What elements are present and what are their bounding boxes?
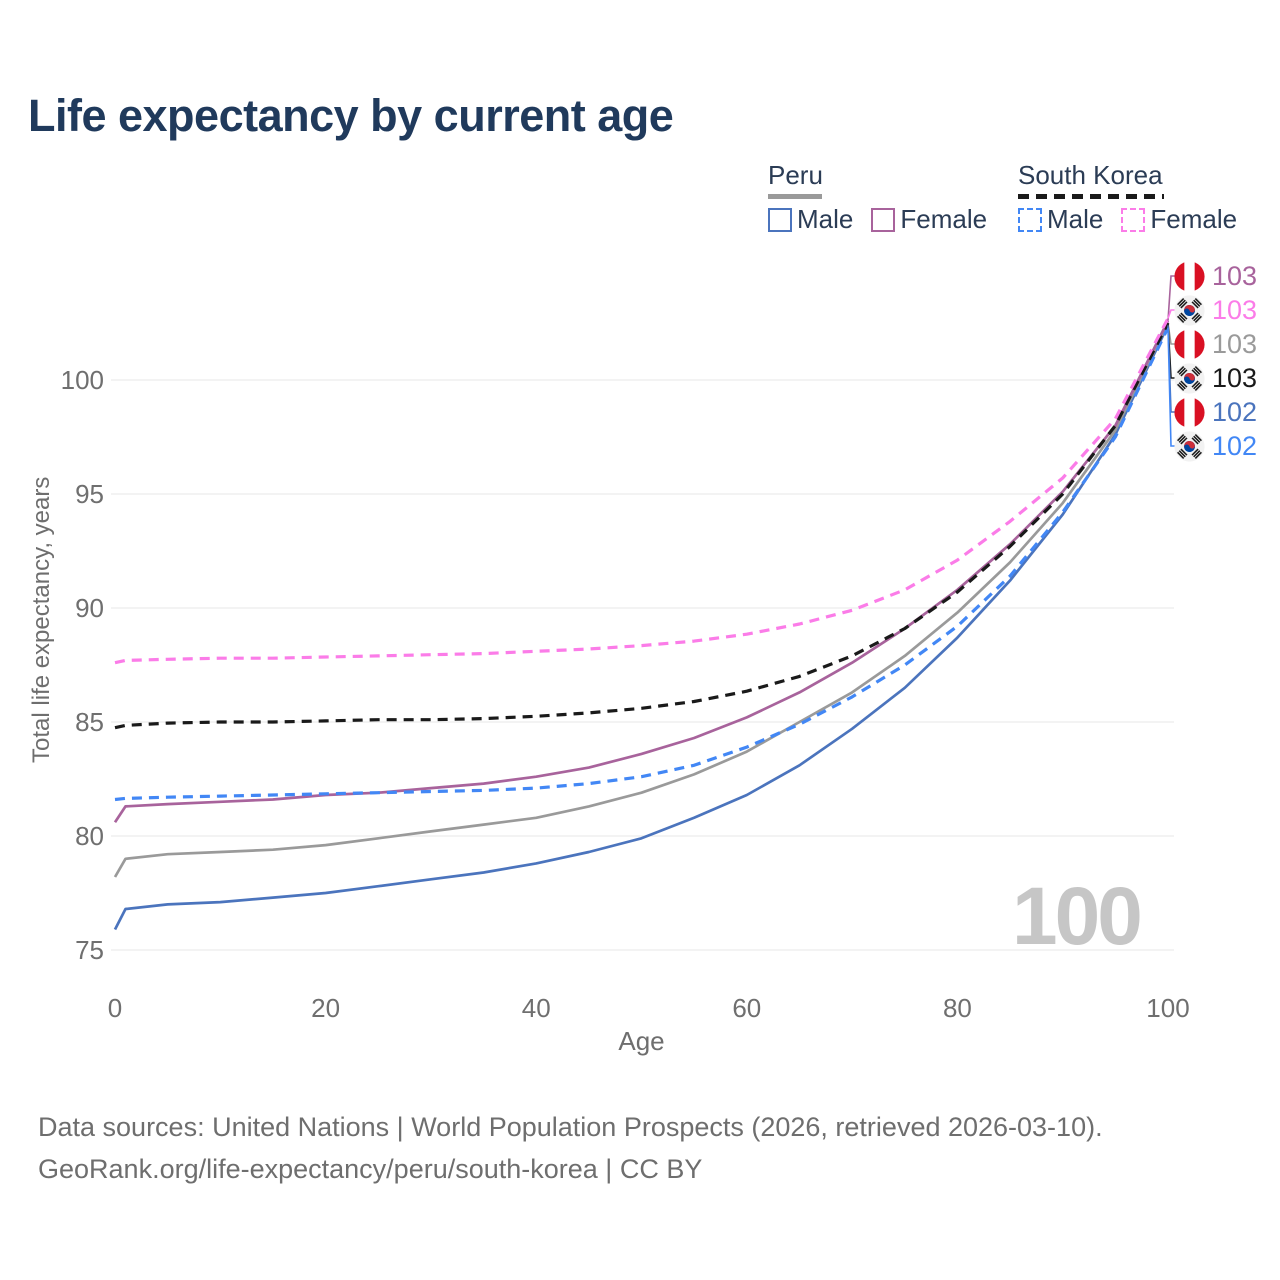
y-tick-label: 95: [75, 479, 104, 509]
south-korea-male-swatch: [1018, 207, 1042, 232]
legend-items-peru: Male Female: [768, 204, 987, 235]
x-tick-label: 80: [943, 993, 972, 1023]
y-tick-label: 90: [75, 593, 104, 623]
legend-item-south-korea-female[interactable]: Female: [1121, 204, 1237, 235]
legend-item-peru-female[interactable]: Female: [871, 204, 987, 235]
age-counter-watermark: 100: [1012, 871, 1143, 962]
footer: Data sources: United Nations | World Pop…: [38, 1106, 1103, 1190]
legend-group-south-korea: South Korea: [1018, 160, 1164, 199]
end-label-connector: [1167, 309, 1176, 319]
x-tick-label: 100: [1146, 993, 1189, 1023]
legend-item-label: Male: [1047, 204, 1104, 234]
end-label-connector: [1167, 275, 1176, 321]
legend-item-south-korea-male[interactable]: Male: [1018, 204, 1103, 235]
legend-item-label: Female: [900, 204, 988, 234]
legend-item-peru-male[interactable]: Male: [768, 204, 853, 235]
series-line-sk_female[interactable]: [114, 317, 1170, 665]
y-axis-ticks: 75 80 85 90 95 100: [61, 365, 104, 965]
gridlines: [111, 379, 1174, 951]
legend-peru-label: Peru: [768, 160, 823, 190]
x-tick-label: 0: [108, 993, 122, 1023]
legend-item-label: Male: [797, 204, 854, 234]
series-lines: [113, 317, 1170, 931]
series-line-peru_all[interactable]: [113, 322, 1170, 878]
footer-attribution: GeoRank.org/life-expectancy/peru/south-k…: [38, 1154, 703, 1184]
y-tick-label: 80: [75, 821, 104, 851]
legend: Peru South Korea Male Female Male: [0, 160, 1280, 240]
x-axis-ticks: 0 20 40 60 80 100: [108, 993, 1190, 1023]
page-title: Life expectancy by current age: [28, 90, 674, 141]
end-label-connectors: [1167, 275, 1176, 447]
x-axis-title: Age: [618, 1026, 664, 1056]
peru-male-swatch: [768, 207, 792, 232]
y-tick-label: 85: [75, 707, 104, 737]
series-line-peru_female[interactable]: [113, 320, 1170, 824]
x-tick-label: 20: [311, 993, 340, 1023]
series-line-sk_male[interactable]: [114, 326, 1170, 802]
peru-line-swatch: [768, 194, 822, 199]
south-korea-line-swatch: [1018, 194, 1164, 199]
series-line-sk_all[interactable]: [114, 322, 1170, 730]
y-tick-label: 75: [75, 935, 104, 965]
end-label-connector: [1167, 327, 1176, 447]
legend-south-korea-label: South Korea: [1018, 160, 1163, 190]
south-korea-female-swatch: [1121, 207, 1146, 232]
series-line-peru_male[interactable]: [113, 324, 1170, 931]
legend-items-south-korea: Male Female: [1018, 204, 1237, 235]
footer-sources: Data sources: United Nations | World Pop…: [38, 1112, 1103, 1142]
peru-female-swatch: [871, 207, 896, 232]
legend-item-label: Female: [1150, 204, 1238, 234]
legend-group-peru: Peru: [768, 160, 823, 199]
y-tick-label: 100: [61, 365, 104, 395]
x-tick-label: 60: [732, 993, 761, 1023]
x-tick-label: 40: [522, 993, 551, 1023]
